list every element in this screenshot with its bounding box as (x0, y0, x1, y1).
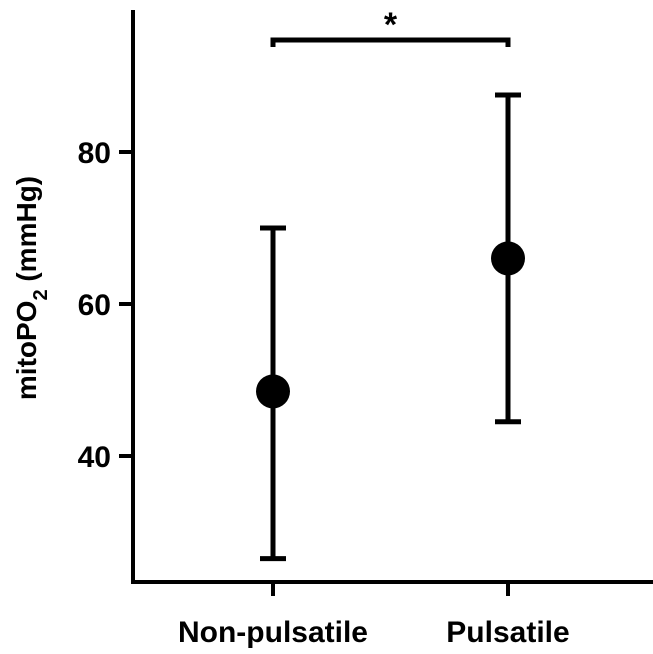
significance-asterisk: * (384, 6, 398, 44)
significance-line (270, 37, 511, 47)
significance-bracket: * (270, 6, 511, 47)
y-ticks: 40 60 80 (78, 137, 133, 474)
data-series (256, 92, 525, 562)
y-axis-label-subscript: 2 (30, 289, 52, 300)
x-ticks: Non-pulsatile Pulsatile (178, 582, 570, 649)
axes (131, 10, 653, 584)
mean-point (256, 374, 290, 409)
y-axis-label: mitoPO2 (mmHg) (11, 176, 52, 400)
x-category-label: Pulsatile (446, 616, 569, 649)
y-tick-label: 40 (78, 441, 111, 474)
mean-point (491, 241, 525, 276)
y-tick-label: 80 (78, 137, 111, 170)
y-tick-label: 60 (78, 289, 111, 322)
x-category-label: Non-pulsatile (178, 616, 368, 649)
